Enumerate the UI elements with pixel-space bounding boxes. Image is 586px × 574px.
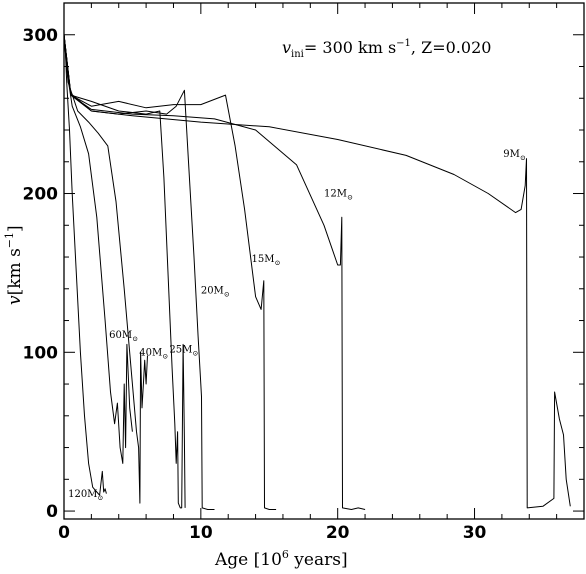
series-label-12m: 12M⊙: [324, 189, 353, 202]
y-tick-label: 200: [23, 185, 59, 205]
xlabel-pre: Age [10: [214, 550, 282, 570]
series-line-12m: [63, 34, 366, 510]
xlabel-post: years]: [289, 550, 348, 570]
series-label-40m: 40M⊙: [139, 347, 168, 360]
ylabel-post: ]: [5, 225, 25, 232]
series-line-25m: [63, 34, 186, 509]
annotation-z: , Z=0.020: [411, 38, 492, 57]
x-tick-label: 20: [326, 523, 350, 543]
series-label-15m: 15M⊙: [251, 254, 280, 267]
x-tick-label: 30: [463, 523, 487, 543]
series-line-40m: [63, 34, 148, 504]
series-label-25m: 25M⊙: [169, 344, 198, 357]
series-label-9m: 9M⊙: [503, 149, 526, 162]
xlabel-sup: 6: [282, 548, 289, 561]
y-tick-label: 300: [23, 26, 59, 46]
ylabel-pre: [km s: [5, 248, 25, 295]
ylabel-sup: −1: [3, 232, 16, 248]
x-tick-label: 0: [58, 523, 70, 543]
series-line-60m: [63, 34, 133, 464]
series-label-20m: 20M⊙: [201, 286, 230, 299]
y-tick-label: 100: [23, 343, 59, 363]
annotation-exp: −1: [396, 38, 411, 49]
ylabel-v: v: [5, 295, 25, 305]
annotation-eq: = 300 km s: [304, 38, 396, 57]
plot-frame: [63, 2, 585, 520]
y-axis-title: v[km s−1]: [3, 225, 25, 305]
series-layer: [63, 34, 571, 510]
x-axis-title: Age [106 years]: [214, 548, 348, 570]
series-labels-layer: 120M⊙ 60M⊙40M⊙25M⊙ 20M⊙ 15M⊙ 12M⊙ 9M⊙: [68, 149, 526, 502]
chart-annotation: vini= 300 km s−1, Z=0.020: [282, 38, 491, 60]
annotation-sub: ini: [291, 49, 304, 60]
x-tick-label: 10: [189, 523, 213, 543]
annotation-v: v: [282, 38, 291, 57]
axes-layer: [63, 2, 585, 520]
series-line-120m: [63, 34, 107, 496]
series-line-15m: [63, 34, 277, 510]
series-label-60m: 60M⊙: [109, 330, 138, 343]
series-label-120m: 120M⊙: [68, 489, 103, 502]
series-line-9m: [63, 34, 571, 509]
y-tick-label: 0: [46, 502, 58, 522]
